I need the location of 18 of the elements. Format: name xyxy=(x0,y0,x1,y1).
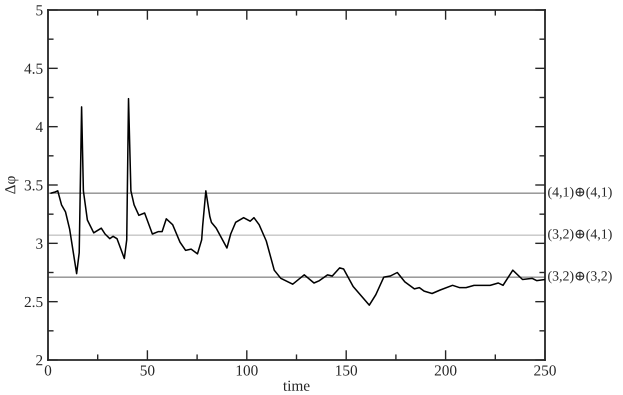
y-tick-label: 2 xyxy=(36,355,42,366)
y-tick-label: 4 xyxy=(36,122,43,132)
y-tick-label: 2.5 xyxy=(24,296,43,308)
x-tick-label: 50 xyxy=(140,365,154,376)
y-tick-label: 5 xyxy=(36,5,43,16)
x-tick-label: 250 xyxy=(534,365,556,376)
x-axis-title: time xyxy=(283,380,310,391)
y-axis-title: Δφ xyxy=(5,176,18,194)
y-tick-label: 3.5 xyxy=(24,180,43,191)
x-tick-label: 0 xyxy=(44,365,52,376)
x-tick-label: 200 xyxy=(434,365,456,376)
ref-line-label: (4,1)⊕(4,1) xyxy=(548,186,612,200)
x-tick-label: 100 xyxy=(236,365,258,376)
y-tick-label: 3 xyxy=(36,238,43,249)
ref-line-label: (3,2)⊕(4,1) xyxy=(548,228,612,242)
ref-line-label: (3,2)⊕(3,2) xyxy=(548,270,612,284)
x-tick-label: 150 xyxy=(336,365,358,376)
y-tick-label: 4.5 xyxy=(24,64,43,74)
